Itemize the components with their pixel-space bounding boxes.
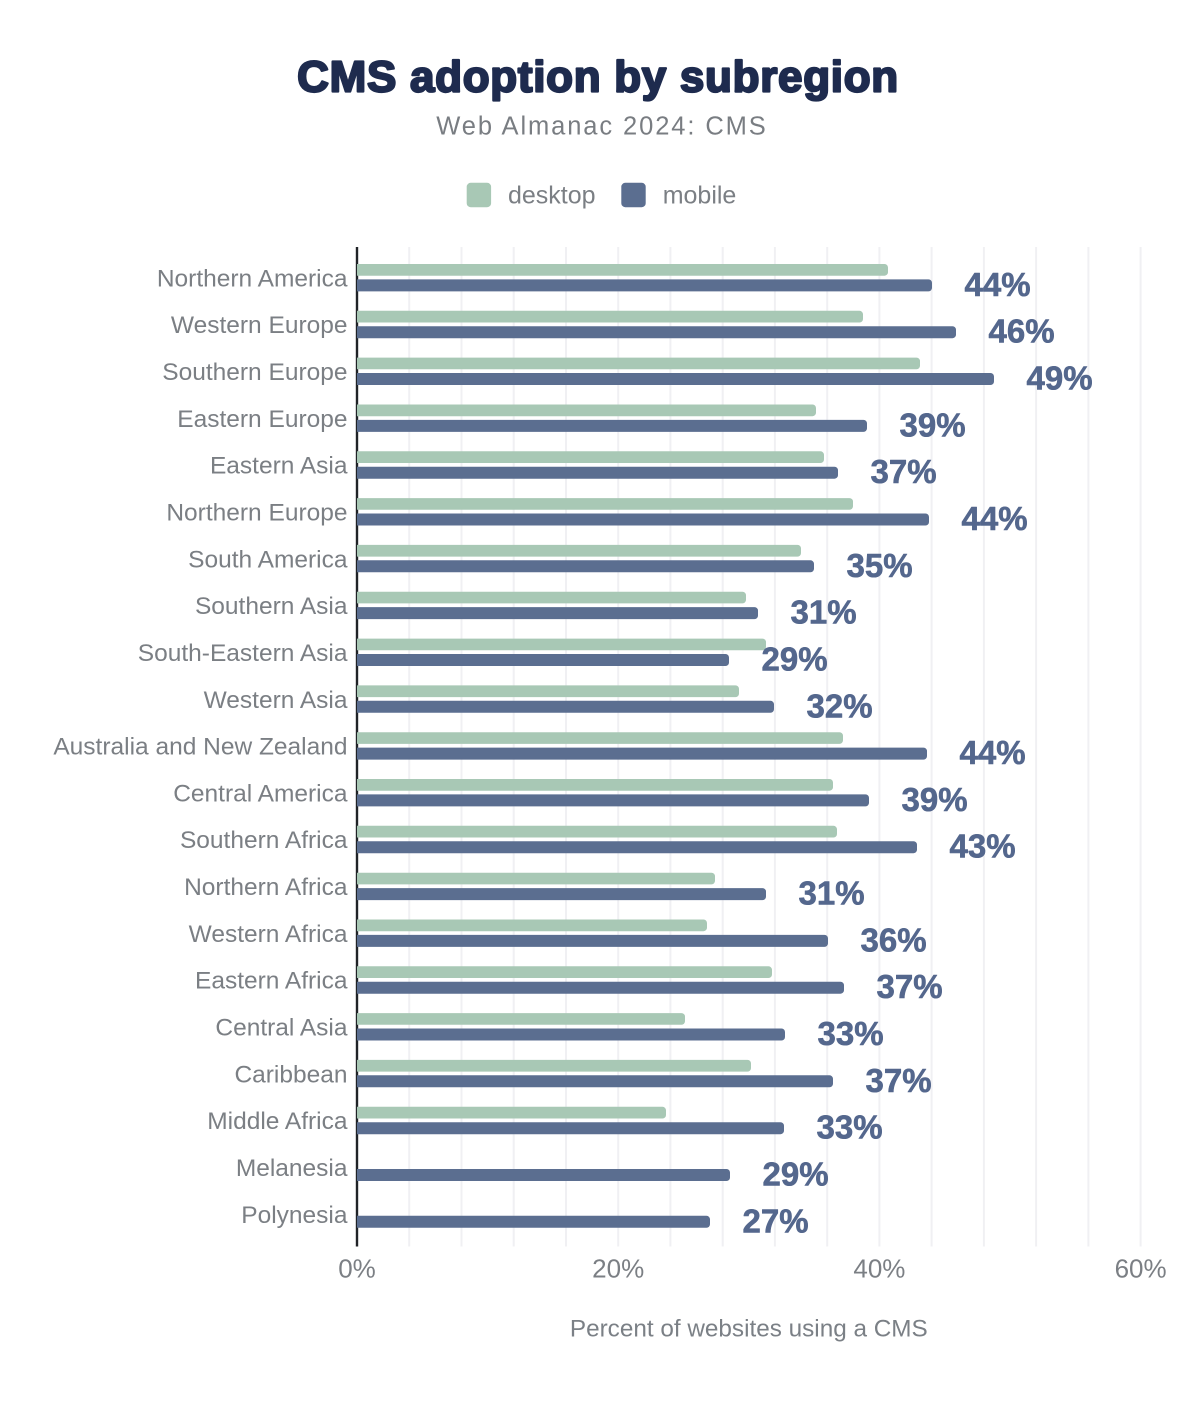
- svg-text:Eastern Europe: Eastern Europe: [177, 406, 347, 433]
- svg-text:Percent of websites using a CM: Percent of websites using a CMS: [570, 1316, 928, 1343]
- svg-text:40%: 40%: [853, 1254, 905, 1284]
- svg-text:South America: South America: [188, 546, 348, 573]
- svg-text:46%: 46%: [989, 313, 1055, 350]
- svg-text:39%: 39%: [900, 406, 966, 443]
- svg-text:44%: 44%: [960, 734, 1026, 771]
- svg-text:Southern Europe: Southern Europe: [162, 359, 347, 386]
- svg-text:desktop: desktop: [508, 182, 596, 210]
- svg-text:CMS adoption by subregion: CMS adoption by subregion: [297, 53, 899, 102]
- svg-text:Central Asia: Central Asia: [215, 1015, 347, 1042]
- svg-text:Eastern Africa: Eastern Africa: [195, 968, 348, 995]
- svg-text:37%: 37%: [866, 1062, 932, 1099]
- svg-text:27%: 27%: [743, 1202, 809, 1239]
- svg-text:32%: 32%: [807, 687, 873, 724]
- svg-text:mobile: mobile: [663, 182, 737, 210]
- svg-text:Northern Europe: Northern Europe: [166, 500, 347, 527]
- svg-text:Middle Africa: Middle Africa: [207, 1108, 348, 1135]
- svg-text:49%: 49%: [1027, 360, 1093, 397]
- svg-text:Central America: Central America: [173, 780, 348, 807]
- svg-text:Northern Africa: Northern Africa: [184, 874, 348, 901]
- svg-text:Western Europe: Western Europe: [171, 312, 348, 339]
- svg-text:Western Africa: Western Africa: [189, 921, 348, 948]
- svg-text:Southern Africa: Southern Africa: [180, 827, 348, 854]
- svg-text:43%: 43%: [950, 828, 1016, 865]
- svg-text:33%: 33%: [818, 1015, 884, 1052]
- svg-text:39%: 39%: [902, 781, 968, 818]
- svg-text:37%: 37%: [877, 968, 943, 1005]
- svg-text:33%: 33%: [817, 1109, 883, 1146]
- svg-text:35%: 35%: [847, 547, 913, 584]
- svg-text:Polynesia: Polynesia: [241, 1202, 348, 1229]
- svg-text:37%: 37%: [871, 453, 937, 490]
- svg-text:Australia and New Zealand: Australia and New Zealand: [53, 734, 347, 761]
- svg-text:Northern America: Northern America: [157, 265, 348, 292]
- svg-text:29%: 29%: [763, 1156, 829, 1193]
- svg-text:Caribbean: Caribbean: [234, 1061, 347, 1088]
- svg-text:Web Almanac 2024: CMS: Web Almanac 2024: CMS: [436, 112, 767, 140]
- svg-text:29%: 29%: [762, 641, 828, 678]
- svg-text:20%: 20%: [592, 1254, 644, 1284]
- svg-text:0%: 0%: [338, 1254, 376, 1284]
- svg-text:Western Asia: Western Asia: [204, 687, 348, 714]
- svg-text:44%: 44%: [962, 500, 1028, 537]
- svg-text:Melanesia: Melanesia: [236, 1155, 348, 1182]
- svg-text:60%: 60%: [1115, 1254, 1167, 1284]
- svg-text:36%: 36%: [861, 921, 927, 958]
- svg-text:31%: 31%: [791, 594, 857, 631]
- svg-text:44%: 44%: [965, 266, 1031, 303]
- svg-text:Southern Asia: Southern Asia: [195, 593, 348, 620]
- svg-text:Eastern Asia: Eastern Asia: [210, 453, 348, 480]
- svg-text:South-Eastern Asia: South-Eastern Asia: [138, 640, 348, 667]
- svg-text:31%: 31%: [799, 875, 865, 912]
